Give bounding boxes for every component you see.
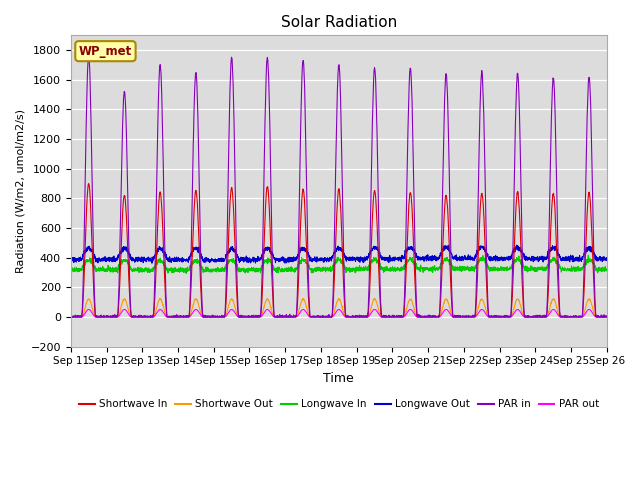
Text: WP_met: WP_met xyxy=(79,45,132,58)
X-axis label: Time: Time xyxy=(323,372,354,385)
Title: Solar Radiation: Solar Radiation xyxy=(281,15,397,30)
Y-axis label: Radiation (W/m2, umol/m2/s): Radiation (W/m2, umol/m2/s) xyxy=(15,109,25,273)
Legend: Shortwave In, Shortwave Out, Longwave In, Longwave Out, PAR in, PAR out: Shortwave In, Shortwave Out, Longwave In… xyxy=(75,396,603,414)
